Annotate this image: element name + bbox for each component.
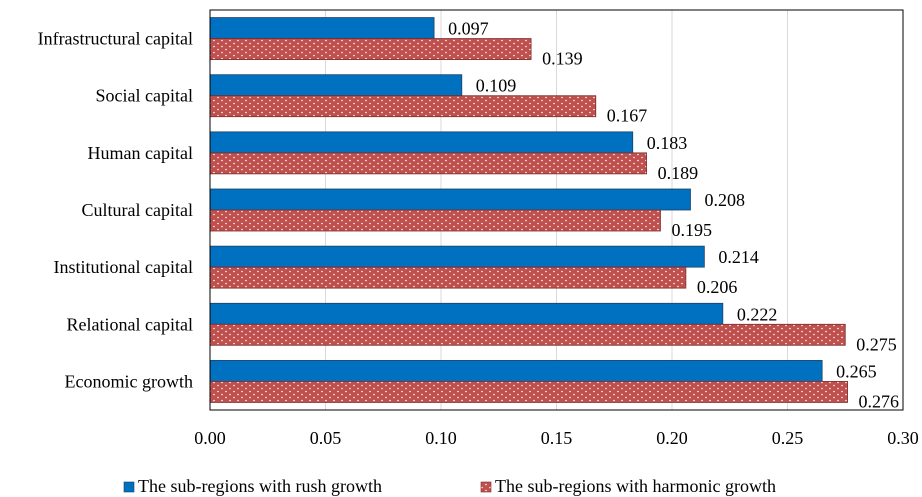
bar-harmonic-growth — [209, 209, 661, 232]
bar-rush-growth — [209, 17, 435, 39]
x-tick-label: 0.15 — [541, 428, 573, 448]
data-label: 0.208 — [704, 190, 745, 210]
data-label: 0.222 — [737, 304, 778, 324]
bar-harmonic-growth — [209, 152, 647, 175]
bar-harmonic-growth — [209, 323, 846, 346]
bar-rush-growth — [209, 302, 724, 325]
data-label: 0.276 — [859, 391, 900, 411]
bar-harmonic-growth — [209, 95, 597, 118]
category-labels: Infrastructural capital Social capital Hum… — [38, 29, 193, 392]
x-tick-label: 0.10 — [425, 428, 457, 448]
x-tick-labels: 0.00 0.05 0.10 0.15 0.20 0.25 0.30 — [194, 428, 919, 448]
plot-area-frame — [209, 9, 904, 411]
data-label: 0.109 — [476, 76, 517, 96]
category-label: Economic growth — [65, 371, 193, 391]
data-label: 0.189 — [658, 163, 699, 183]
category-label: Institutional capital — [54, 257, 193, 277]
bar-rush-growth — [209, 245, 705, 268]
bar-rush-growth — [209, 188, 691, 211]
data-label: 0.139 — [542, 49, 583, 69]
data-label: 0.183 — [647, 133, 688, 153]
bar-rush-growth — [209, 131, 634, 154]
data-label: 0.195 — [671, 220, 712, 240]
bar-rush-growth — [209, 360, 823, 382]
data-label: 0.275 — [856, 334, 897, 354]
bar-rush-growth — [209, 74, 463, 97]
category-label: Cultural capital — [82, 200, 193, 220]
legend-swatch-rush — [123, 481, 135, 493]
legend-label-harmonic: The sub-regions with harmonic growth — [495, 476, 776, 496]
x-tick-label: 0.30 — [887, 428, 919, 448]
category-label: Infrastructural capital — [38, 29, 193, 49]
data-label: 0.265 — [836, 361, 877, 381]
category-label: Relational capital — [67, 314, 193, 334]
bar-harmonic-growth — [209, 266, 687, 289]
bars — [209, 17, 848, 403]
legend-swatch-harmonic — [480, 481, 492, 493]
x-tick-label: 0.20 — [656, 428, 688, 448]
legend: The sub-regions with rush growth The sub-… — [123, 476, 776, 496]
plot-border — [209, 9, 904, 411]
bar-harmonic-growth — [209, 381, 848, 403]
x-tick-label: 0.05 — [310, 428, 342, 448]
data-label: 0.206 — [697, 277, 738, 297]
bar-harmonic-growth — [209, 38, 532, 60]
category-label: Human capital — [88, 143, 193, 163]
data-label: 0.214 — [718, 247, 759, 267]
category-label: Social capital — [96, 86, 193, 106]
data-label: 0.097 — [448, 19, 489, 39]
legend-label-rush: The sub-regions with rush growth — [138, 476, 382, 496]
data-label: 0.167 — [607, 106, 648, 126]
x-tick-label: 0.00 — [194, 428, 226, 448]
x-tick-label: 0.25 — [772, 428, 804, 448]
